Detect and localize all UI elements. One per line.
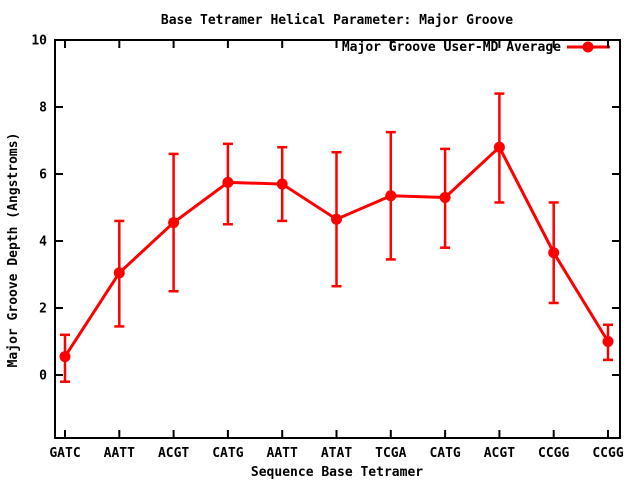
x-tick-label: GATC bbox=[49, 446, 80, 461]
legend: Major Groove User-MD Average bbox=[342, 40, 610, 55]
y-tick-label: 4 bbox=[39, 235, 47, 250]
data-point bbox=[385, 190, 397, 202]
y-tick-label: 6 bbox=[39, 168, 47, 183]
y-tick-label: 8 bbox=[39, 101, 47, 116]
chart-title: Base Tetramer Helical Parameter: Major G… bbox=[161, 13, 513, 28]
x-tick-label: CATG bbox=[212, 446, 243, 461]
x-tick-label: TCGA bbox=[375, 446, 406, 461]
x-tick-label: AATT bbox=[267, 446, 298, 461]
data-point bbox=[276, 178, 288, 190]
data-point bbox=[602, 336, 614, 347]
data-point bbox=[113, 267, 125, 279]
y-axis-label: Major Groove Depth (Angstroms) bbox=[6, 133, 21, 368]
data-point bbox=[331, 213, 342, 225]
x-tick-label: ATAT bbox=[321, 446, 352, 461]
x-tick-label: ACGT bbox=[484, 446, 515, 461]
data-point bbox=[222, 176, 234, 188]
y-tick-label: 0 bbox=[39, 369, 47, 384]
legend-label: Major Groove User-MD Average bbox=[342, 40, 561, 55]
data-point bbox=[168, 217, 180, 229]
y-tick-label: 2 bbox=[39, 302, 47, 317]
x-tick-label: ACGT bbox=[158, 446, 189, 461]
plot-border bbox=[54, 39, 621, 439]
data-point bbox=[493, 141, 505, 153]
data-point bbox=[548, 247, 560, 259]
plot-area: 0 2 4 6 8 10 GATC AATT ACGT CATG AATT ATAT TCGA CATG A… bbox=[31, 34, 623, 462]
y-tick-label: 10 bbox=[31, 34, 47, 49]
x-tick-label: CCGG bbox=[538, 446, 569, 461]
legend-marker-icon bbox=[582, 41, 594, 53]
data-point bbox=[59, 351, 71, 363]
x-tick-label: AATT bbox=[104, 446, 135, 461]
x-axis-label: Sequence Base Tetramer bbox=[251, 465, 423, 480]
x-tick-label: CCGG bbox=[592, 446, 623, 461]
data-point bbox=[439, 191, 451, 203]
x-tick-label: CATG bbox=[429, 446, 460, 461]
